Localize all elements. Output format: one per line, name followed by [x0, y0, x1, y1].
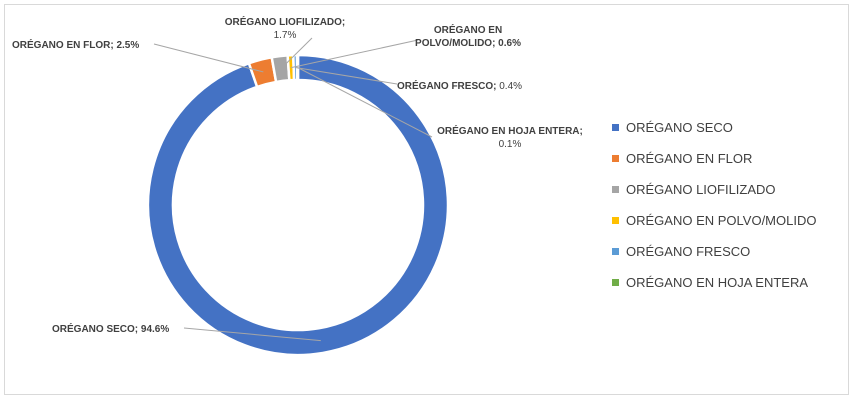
leader-lines — [153, 37, 433, 342]
legend-item-oregano-en-hoja-entera: ORÉGANO EN HOJA ENTERA — [612, 267, 816, 298]
leader-line-oregano-en-hoja-entera — [297, 67, 433, 138]
legend-item-oregano-fresco: ORÉGANO FRESCO — [612, 236, 816, 267]
slice-oregano-seco — [146, 53, 450, 357]
legend-item-oregano-seco: ORÉGANO SECO — [612, 112, 816, 143]
legend-label: ORÉGANO EN HOJA ENTERA — [626, 275, 809, 290]
data-labels: ORÉGANO SECO; 94.6% ORÉGANO EN FLOR; 2.5%… — [12, 15, 583, 335]
legend-swatch — [612, 217, 619, 224]
data-label-oregano-en-polvo-molido: ORÉGANO EN POLVO/MOLIDO; 0.6% — [415, 23, 521, 49]
data-label-oregano-fresco: ORÉGANO FRESCO; 0.4% — [397, 79, 522, 92]
legend: ORÉGANO SECO ORÉGANO EN FLOR ORÉGANO LIOFI… — [612, 112, 816, 298]
legend-swatch — [612, 279, 619, 286]
legend-swatch — [612, 155, 619, 162]
legend-label: ORÉGANO FRESCO — [626, 244, 751, 259]
data-label-oregano-en-flor: ORÉGANO EN FLOR; 2.5% — [12, 38, 139, 51]
legend-swatch — [612, 124, 619, 131]
data-label-oregano-seco: ORÉGANO SECO; 94.6% — [52, 322, 169, 335]
legend-swatch — [612, 248, 619, 255]
legend-label: ORÉGANO SECO — [626, 120, 733, 135]
legend-label: ORÉGANO EN FLOR — [626, 151, 753, 166]
donut-slices — [146, 53, 450, 357]
legend-swatch — [612, 186, 619, 193]
legend-item-oregano-en-polvo-molido: ORÉGANO EN POLVO/MOLIDO — [612, 205, 816, 236]
legend-label: ORÉGANO LIOFILIZADO — [626, 182, 776, 197]
leader-line-oregano-en-flor — [153, 43, 264, 73]
leader-line-oregano-en-polvo-molido — [290, 39, 419, 69]
leader-line-oregano-fresco — [295, 67, 398, 85]
leader-line-oregano-liofilizado — [280, 37, 313, 69]
legend-item-oregano-liofilizado: ORÉGANO LIOFILIZADO — [612, 174, 816, 205]
data-label-oregano-en-hoja-entera: ORÉGANO EN HOJA ENTERA; 0.1% — [437, 124, 583, 150]
data-label-oregano-liofilizado: ORÉGANO LIOFILIZADO; 1.7% — [225, 15, 346, 41]
legend-item-oregano-en-flor: ORÉGANO EN FLOR — [612, 143, 816, 174]
legend-label: ORÉGANO EN POLVO/MOLIDO — [626, 213, 817, 228]
leader-line-oregano-seco — [183, 327, 321, 342]
